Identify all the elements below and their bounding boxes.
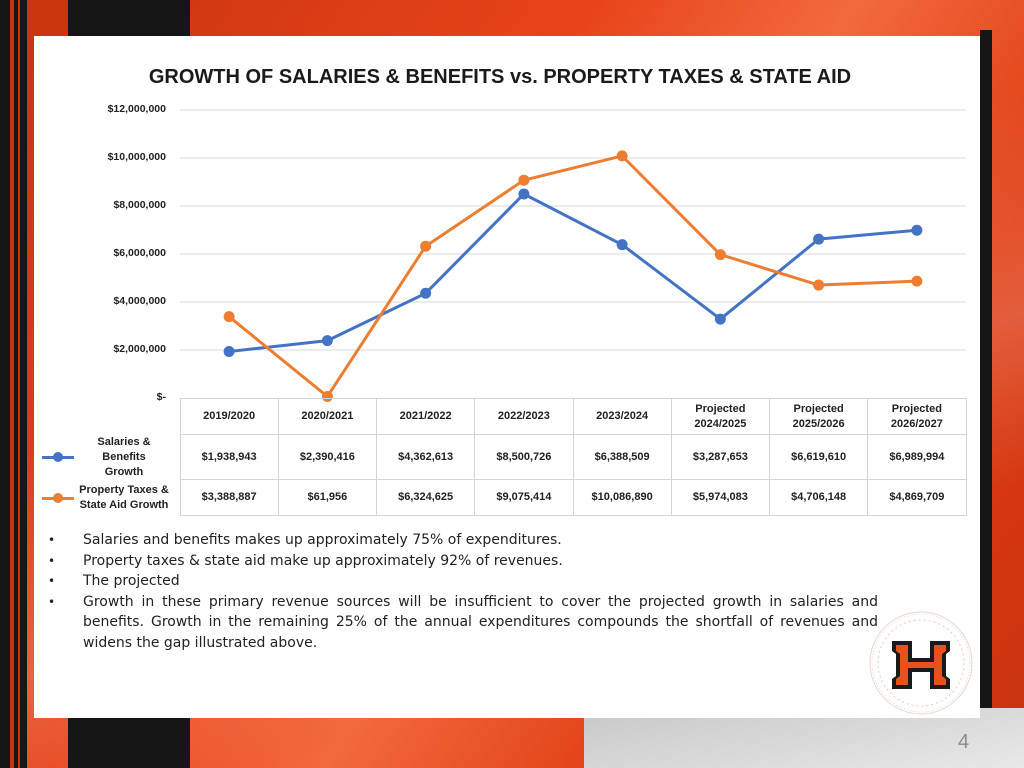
legend-label: Property Taxes & State Aid Growth bbox=[79, 483, 169, 511]
data-point bbox=[321, 335, 333, 347]
data-point bbox=[518, 188, 530, 200]
note-item: • The projected bbox=[48, 571, 878, 592]
category-label: Projected 2025/2026 bbox=[768, 398, 869, 435]
category-label: Projected 2026/2027 bbox=[867, 398, 967, 435]
content-card bbox=[34, 36, 980, 718]
category-label: 2021/2022 bbox=[375, 398, 476, 435]
value-cell: $10,086,890 bbox=[572, 479, 672, 516]
chart-series-points bbox=[223, 150, 923, 403]
value-cell: $2,390,416 bbox=[277, 434, 378, 480]
data-point bbox=[714, 249, 726, 261]
value-cell: $3,287,653 bbox=[670, 434, 771, 480]
page-number: 4 bbox=[958, 731, 970, 753]
value-cell: $6,388,509 bbox=[572, 434, 672, 480]
value-cell: $8,500,726 bbox=[474, 434, 574, 480]
value-cell: $5,974,083 bbox=[670, 479, 771, 516]
y-tick-label: $8,000,000 bbox=[113, 199, 166, 211]
data-point bbox=[223, 311, 235, 323]
data-point bbox=[223, 345, 235, 357]
data-point bbox=[518, 174, 530, 186]
chart-gridlines bbox=[180, 109, 966, 351]
data-point bbox=[813, 279, 825, 291]
notes-list: • Salaries and benefits makes up approxim… bbox=[48, 530, 878, 653]
data-point bbox=[616, 239, 628, 251]
bullet-icon: • bbox=[48, 553, 56, 568]
value-cell: $6,989,994 bbox=[867, 434, 967, 480]
category-label: 2022/2023 bbox=[474, 398, 574, 435]
data-point bbox=[616, 150, 628, 162]
category-label: 2020/2021 bbox=[277, 398, 378, 435]
chart-data-table: 2019/2020 2020/2021 2021/2022 2022/2023 2023… bbox=[40, 398, 967, 516]
category-label: 2023/2024 bbox=[572, 398, 672, 435]
data-point bbox=[714, 313, 726, 325]
data-point bbox=[420, 287, 432, 299]
frame-bar-right bbox=[980, 30, 992, 720]
value-cell: $4,869,709 bbox=[867, 479, 967, 516]
legend-label: Salaries & Benefits Growth bbox=[97, 435, 151, 478]
note-item: • Salaries and benefits makes up approxim… bbox=[48, 530, 878, 551]
bullet-icon: • bbox=[48, 533, 56, 547]
value-cell: $6,619,610 bbox=[768, 434, 869, 480]
series-line-0 bbox=[228, 192, 918, 353]
data-point bbox=[420, 240, 432, 252]
series-row: Salaries & Benefits Growth $1,938,943 $2,39… bbox=[40, 434, 967, 480]
bullet-icon: • bbox=[48, 574, 56, 588]
value-cell: $4,706,148 bbox=[768, 479, 869, 516]
note-item: • Property taxes & state aid make up appr… bbox=[48, 551, 878, 572]
data-point bbox=[911, 275, 923, 287]
y-tick-label: $- bbox=[156, 391, 166, 403]
school-logo bbox=[869, 611, 973, 715]
value-cell: $6,324,625 bbox=[375, 479, 476, 516]
y-tick-label: $2,000,000 bbox=[113, 343, 166, 355]
frame-bar-top bbox=[68, 0, 190, 36]
series-line-1 bbox=[228, 154, 917, 399]
y-tick-label: $4,000,000 bbox=[113, 295, 166, 307]
category-label: 2019/2020 bbox=[179, 398, 279, 435]
value-cell: $1,938,943 bbox=[179, 434, 279, 480]
chart-title: GROWTH OF SALARIES & BENEFITS vs. PROPER… bbox=[148, 66, 852, 88]
legend-marker bbox=[40, 451, 76, 463]
chart-series-lines bbox=[228, 154, 918, 399]
frame-bar-bottom bbox=[68, 718, 190, 768]
value-cell: $3,388,887 bbox=[179, 479, 279, 516]
series-row: Property Taxes & State Aid Growth $3,388,8… bbox=[40, 479, 967, 516]
value-cell: $4,362,613 bbox=[375, 434, 476, 480]
y-tick-label: $12,000,000 bbox=[107, 103, 166, 115]
value-cell: $61,956 bbox=[277, 479, 378, 516]
y-tick-label: $6,000,000 bbox=[113, 247, 166, 259]
note-item: • Growth in these primary revenue sources… bbox=[48, 593, 878, 651]
data-point bbox=[813, 233, 825, 245]
legend-marker bbox=[40, 492, 76, 504]
value-cell: $9,075,414 bbox=[474, 479, 574, 516]
slide-corner-shade bbox=[584, 708, 1024, 768]
frame-bar-left bbox=[0, 0, 27, 768]
data-point bbox=[911, 224, 923, 236]
h-logo-mark bbox=[892, 641, 950, 689]
category-label: Projected 2024/2025 bbox=[670, 398, 771, 435]
bullet-icon: • bbox=[48, 594, 56, 609]
y-tick-label: $10,000,000 bbox=[107, 151, 166, 163]
